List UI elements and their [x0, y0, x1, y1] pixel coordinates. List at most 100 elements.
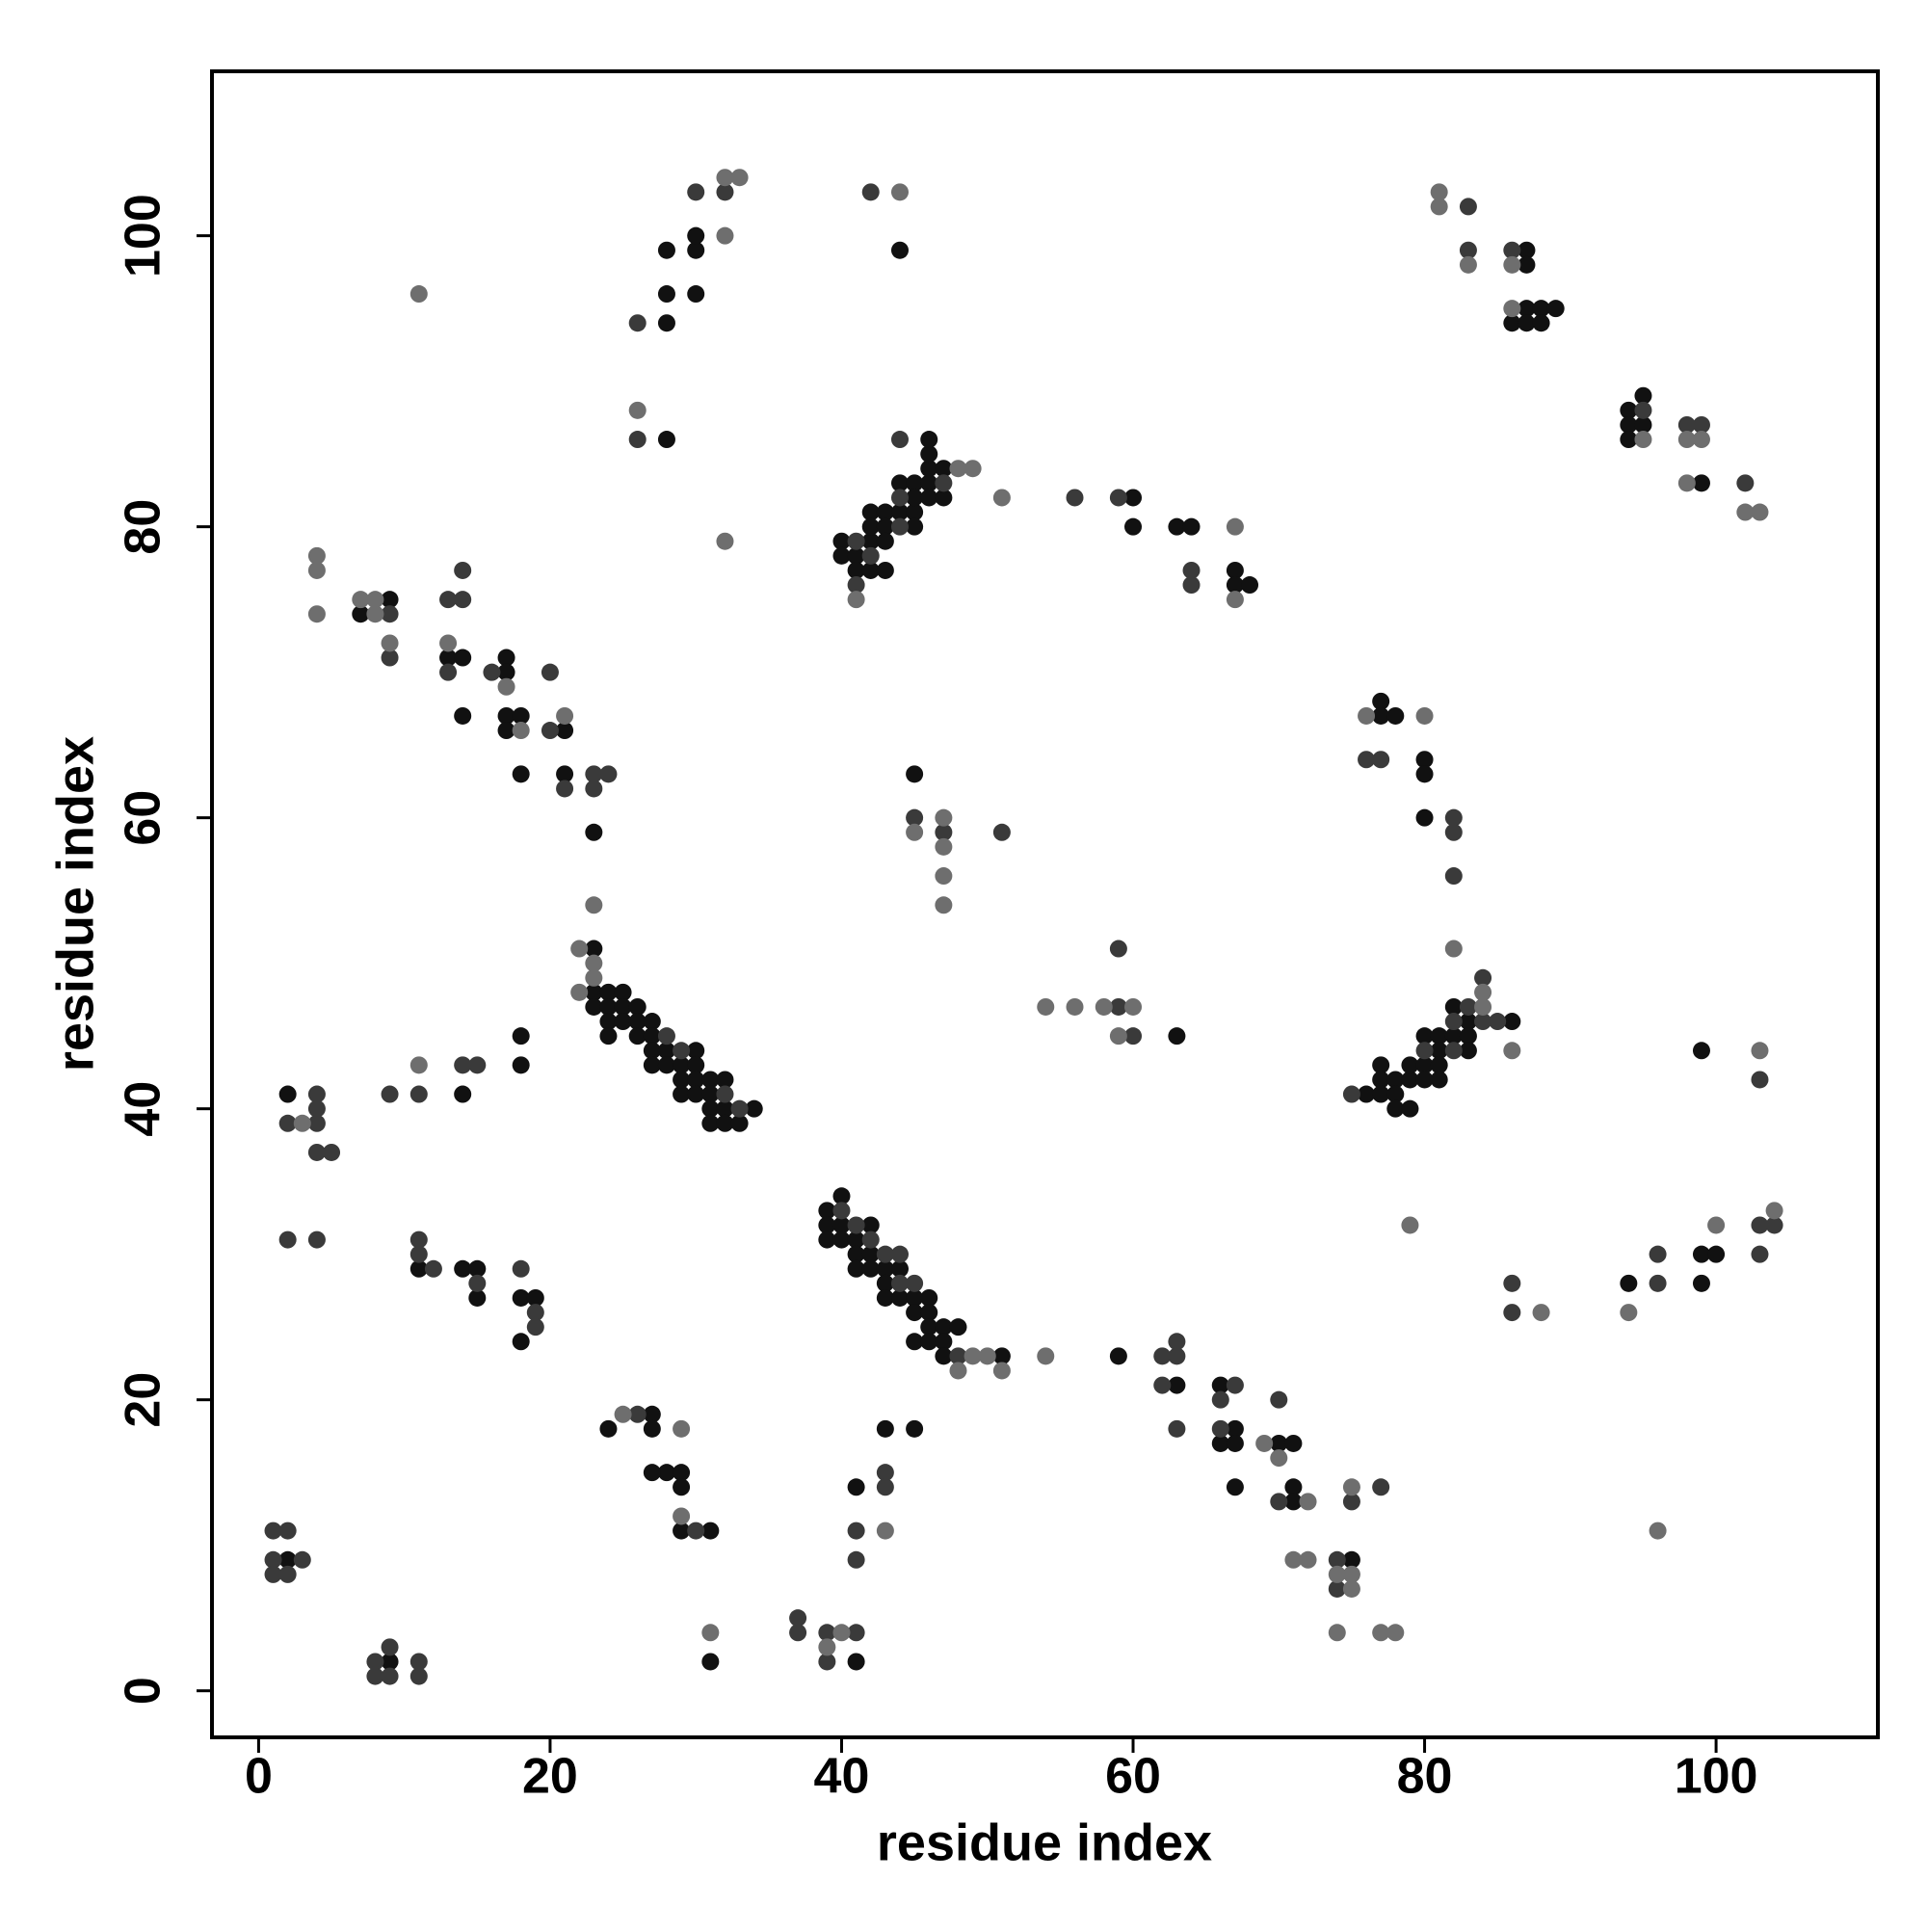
point: [1342, 1565, 1360, 1583]
point: [687, 1085, 705, 1103]
point: [1503, 300, 1521, 318]
point: [409, 1667, 428, 1685]
point: [832, 1624, 851, 1642]
point: [1459, 1013, 1477, 1031]
point: [1328, 1579, 1346, 1598]
point: [454, 1085, 472, 1103]
point: [687, 285, 705, 304]
point: [1620, 415, 1638, 434]
point: [307, 605, 326, 623]
point: [1736, 474, 1755, 492]
point: [614, 1405, 632, 1423]
point: [1415, 706, 1434, 725]
point: [1226, 1434, 1244, 1452]
point: [381, 591, 399, 609]
point: [847, 1522, 865, 1540]
point: [1226, 517, 1244, 536]
point: [818, 1202, 836, 1220]
point: [657, 314, 675, 332]
point: [454, 591, 472, 609]
point: [1430, 1042, 1448, 1060]
point: [512, 722, 530, 740]
point: [1444, 1013, 1463, 1031]
point: [1677, 415, 1696, 434]
point: [1372, 692, 1390, 710]
point: [847, 1550, 865, 1569]
point: [876, 1419, 894, 1438]
y-tick-label: 100: [116, 194, 172, 278]
point: [1620, 431, 1638, 449]
point: [657, 241, 675, 259]
point: [701, 1624, 720, 1642]
point: [1358, 706, 1376, 725]
point: [1415, 1042, 1434, 1060]
point: [1109, 489, 1127, 507]
point: [701, 1114, 720, 1132]
point: [278, 1550, 297, 1569]
point: [1620, 1304, 1638, 1322]
point: [1328, 1550, 1346, 1569]
point: [1386, 1071, 1405, 1089]
x-tick-label: 60: [1105, 1749, 1161, 1805]
point: [992, 1347, 1011, 1365]
point: [673, 1478, 691, 1496]
point: [381, 605, 399, 623]
point: [1692, 415, 1710, 434]
point: [716, 1099, 734, 1118]
point: [832, 532, 851, 550]
point: [687, 226, 705, 245]
point: [890, 241, 909, 259]
point: [1211, 1434, 1229, 1452]
point: [876, 1245, 894, 1263]
point: [512, 1027, 530, 1045]
point: [1707, 1216, 1726, 1234]
point: [541, 663, 559, 681]
point: [1168, 1376, 1186, 1394]
point: [847, 1216, 865, 1234]
point: [599, 983, 618, 1001]
point: [1707, 1245, 1726, 1263]
point: [657, 285, 675, 304]
point: [556, 706, 574, 725]
point: [1342, 1550, 1360, 1569]
point: [716, 1071, 734, 1089]
point: [1270, 1390, 1288, 1409]
point: [1532, 1304, 1550, 1322]
point: [1677, 474, 1696, 492]
point: [876, 1274, 894, 1292]
point: [1358, 1085, 1376, 1103]
point: [1430, 198, 1448, 216]
plot-frame: [210, 69, 1880, 1739]
point: [949, 1347, 967, 1365]
point: [1168, 1027, 1186, 1045]
point: [949, 460, 967, 478]
point: [278, 1085, 297, 1103]
point: [1037, 997, 1055, 1016]
point: [628, 1405, 647, 1423]
point: [468, 1274, 487, 1292]
point: [876, 532, 894, 550]
point: [861, 503, 880, 521]
point: [1692, 1245, 1710, 1263]
point: [818, 1638, 836, 1656]
x-tick-label: 80: [1397, 1749, 1453, 1805]
point: [687, 1071, 705, 1089]
point: [468, 1259, 487, 1278]
point: [920, 460, 938, 478]
point: [920, 489, 938, 507]
point: [497, 706, 515, 725]
point: [307, 1085, 326, 1103]
point: [1444, 1027, 1463, 1045]
point: [497, 663, 515, 681]
point: [1444, 940, 1463, 958]
point: [906, 1333, 924, 1351]
point: [1109, 1347, 1127, 1365]
point: [1226, 1376, 1244, 1394]
point: [1444, 823, 1463, 841]
point: [832, 1231, 851, 1249]
point: [906, 808, 924, 827]
point: [1474, 1013, 1492, 1031]
point: [628, 997, 647, 1016]
point: [992, 823, 1011, 841]
point: [1211, 1376, 1229, 1394]
